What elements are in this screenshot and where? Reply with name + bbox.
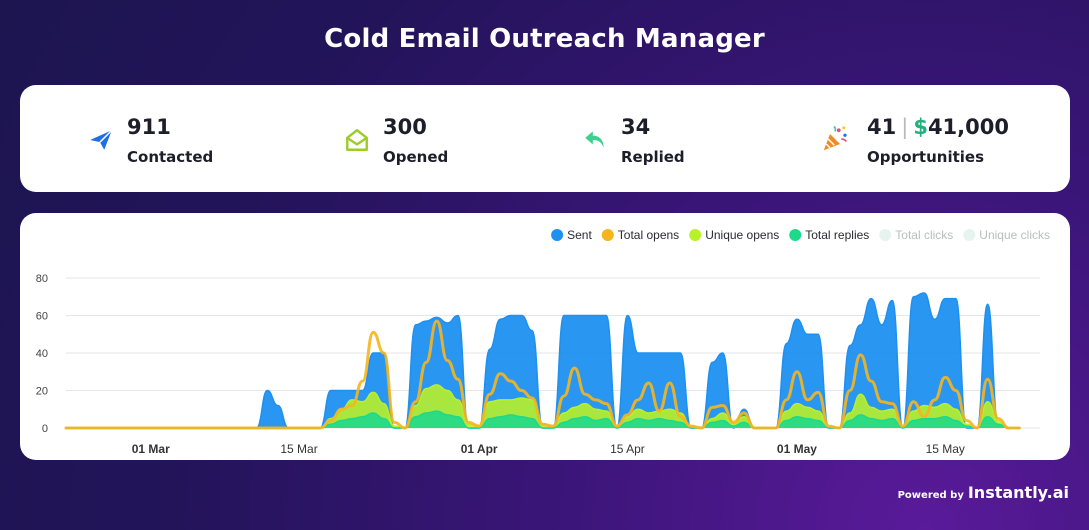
- x-tick-label: 15 May: [926, 442, 965, 456]
- legend-label: Total replies: [805, 228, 869, 242]
- legend-item[interactable]: Sent: [551, 228, 592, 242]
- legend-swatch: [963, 229, 976, 241]
- x-tick-label: 01 May: [777, 442, 817, 456]
- x-tick-label: 01 Apr: [461, 442, 498, 456]
- x-tick-label: 15 Mar: [280, 442, 317, 456]
- y-tick-label: 80: [36, 273, 48, 285]
- legend-label: Unique opens: [705, 228, 779, 242]
- series-area-total-replies: [66, 411, 1020, 428]
- opportunity-amount: 41,000: [927, 115, 1009, 139]
- legend-swatch: [789, 229, 802, 241]
- legend-item[interactable]: Total replies: [789, 228, 869, 242]
- y-axis: 0 20 40 60 80: [36, 273, 48, 435]
- opportunity-count: 41: [867, 115, 897, 139]
- x-axis: 01 Mar 15 Mar 01 Apr 15 Apr 01 May 15 May: [132, 442, 965, 456]
- legend-swatch: [879, 229, 892, 241]
- legend-swatch: [551, 229, 564, 241]
- stat-separator: |: [901, 115, 909, 139]
- y-tick-label: 0: [42, 423, 48, 435]
- paper-plane-icon: [90, 129, 113, 150]
- legend-label: Unique clicks: [979, 228, 1050, 242]
- open-envelope-icon: [346, 129, 368, 151]
- legend-swatch: [601, 229, 614, 241]
- legend-label: Total opens: [618, 228, 679, 242]
- legend-label: Sent: [567, 228, 592, 242]
- series-line-total-opens: [64, 319, 1021, 430]
- plot-area: [64, 292, 1021, 430]
- legend-item[interactable]: Unique opens: [689, 228, 779, 242]
- series-line-total-replies: [65, 410, 1021, 429]
- stat-label: Contacted: [127, 148, 214, 166]
- page-title: Cold Email Outreach Manager: [324, 24, 765, 54]
- party-popper-icon: [823, 125, 847, 151]
- x-tick-label: 15 Apr: [610, 442, 645, 456]
- legend-item[interactable]: Total clicks: [879, 228, 953, 242]
- powered-by-label: Powered by: [897, 490, 964, 501]
- powered-by[interactable]: Powered by Instantly.ai: [898, 483, 1069, 502]
- x-tick-label: 01 Mar: [132, 442, 170, 456]
- stat-label: Opportunities: [867, 148, 985, 166]
- stat-value: 300: [383, 115, 427, 139]
- stat-label: Opened: [383, 148, 449, 166]
- stat-value: 911: [127, 115, 171, 139]
- brand-logo: Instantly.ai: [967, 483, 1069, 502]
- stat-value: 41 | $41,000: [867, 115, 1009, 139]
- legend-item[interactable]: Total opens: [601, 228, 679, 242]
- y-tick-label: 40: [36, 348, 48, 360]
- y-tick-label: 20: [36, 386, 48, 398]
- series-line-sent: [65, 292, 1021, 429]
- legend-label: Total clicks: [895, 228, 953, 242]
- stats-card: 911 Contacted 300 Opened 34 Replied 41 | $…: [20, 85, 1070, 192]
- chart-legend: Sent Total opens Unique opens Total replies…: [551, 228, 1050, 242]
- y-tick-label: 60: [36, 311, 48, 323]
- currency-symbol: $: [913, 115, 928, 139]
- stat-label: Replied: [621, 148, 685, 166]
- activity-chart: Sent Total opens Unique opens Total replies…: [36, 228, 1050, 456]
- legend-swatch: [689, 229, 702, 241]
- chart-card: Sent Total opens Unique opens Total replies…: [20, 213, 1070, 460]
- stat-value: 34: [621, 115, 651, 139]
- reply-arrow-icon: [585, 131, 604, 148]
- legend-item[interactable]: Unique clicks: [963, 228, 1050, 242]
